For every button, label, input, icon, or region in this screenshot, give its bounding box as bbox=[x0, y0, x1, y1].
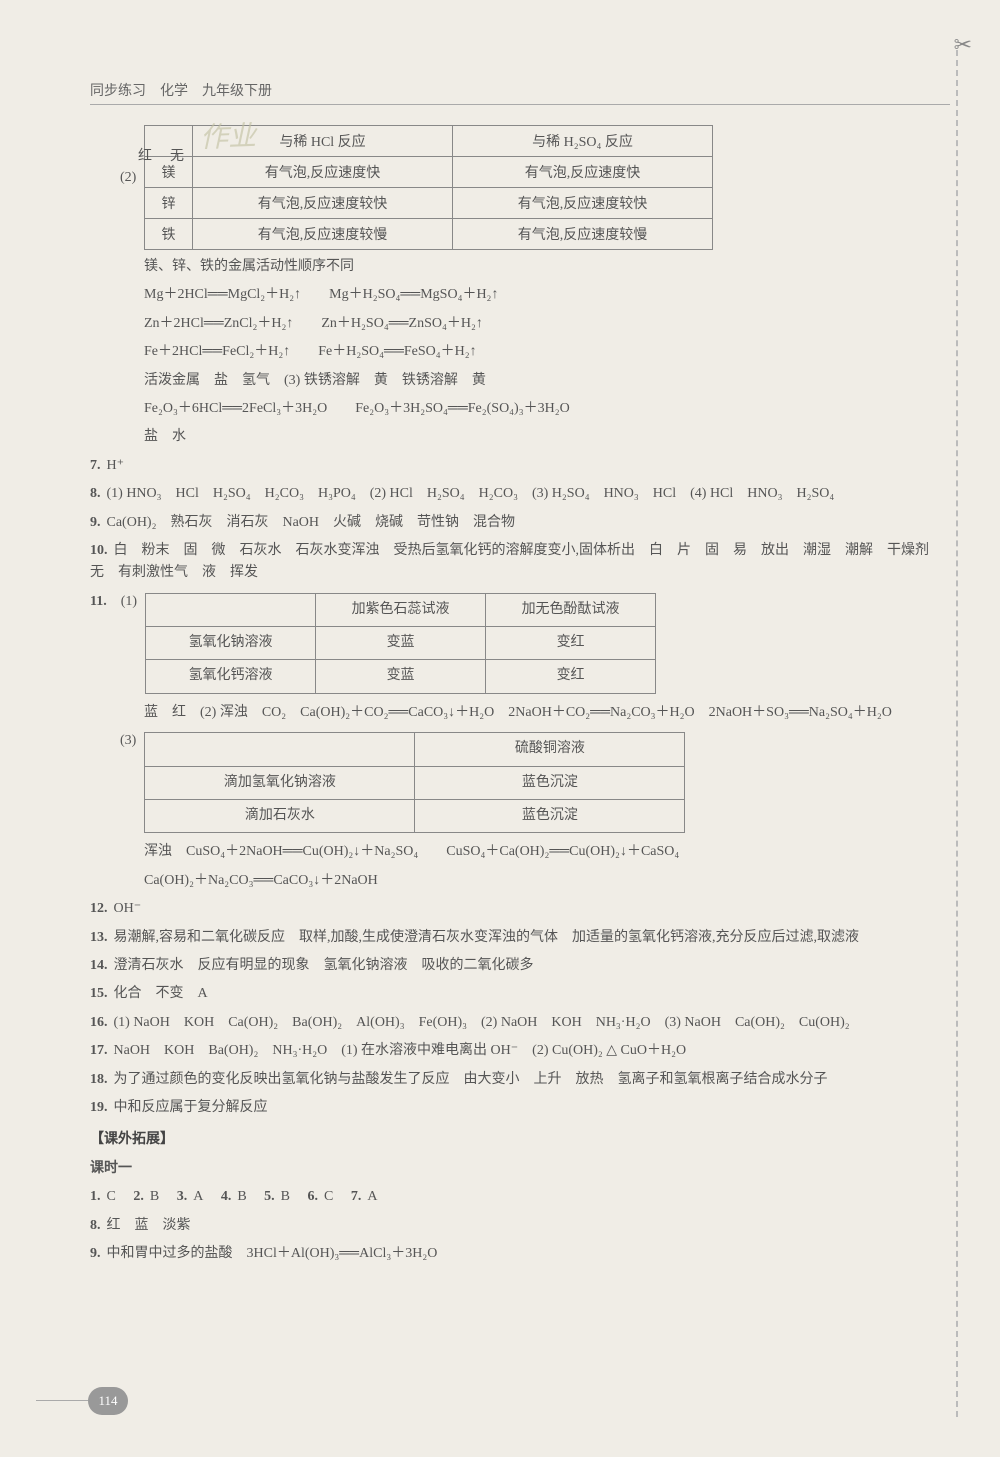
t2-caoh-1: 变蓝 bbox=[316, 660, 486, 693]
q16-answer: (1) NaOH KOH Ca(OH)₂ Ba(OH)₂ Al(OH)₃ Fe(… bbox=[114, 1015, 850, 1030]
eq8-answer: 红 蓝 淡紫 bbox=[107, 1218, 191, 1233]
q11-after: 蓝 红 (2) 浑浊 CO₂ Ca(OH)₂＋CO₂══CaCO₃↓＋H₂O 2… bbox=[90, 702, 950, 724]
row-zn-hcl: 有气泡,反应速度较快 bbox=[193, 188, 453, 219]
t3-naoh: 滴加氢氧化钠溶液 bbox=[145, 766, 415, 799]
t3-h-cuso4: 硫酸铜溶液 bbox=[415, 733, 685, 766]
q8-answer: (1) HNO₃ HCl H₂SO₄ H₂CO₃ H₃PO₄ (2) HCl H… bbox=[107, 486, 835, 501]
th-h2so4: 与稀 H₂SO₄ 反应 bbox=[453, 126, 713, 157]
q10-answer: 白 粉末 固 微 石灰水 石灰水变浑浊 受热后氢氧化钙的溶解度变小,固体析出 白… bbox=[90, 543, 943, 580]
t2-naoh: 氢氧化钠溶液 bbox=[146, 627, 316, 660]
q17-answer: NaOH KOH Ba(OH)₂ NH₃·H₂O (1) 在水溶液中难电离出 O… bbox=[114, 1043, 687, 1058]
eq-fe: Fe＋2HCl══FeCl₂＋H₂↑ Fe＋H₂SO₄══FeSO₄＋H₂↑ bbox=[90, 341, 950, 363]
eq-mg: Mg＋2HCl══MgCl₂＋H₂↑ Mg＋H₂SO₄══MgSO₄＋H₂↑ bbox=[90, 284, 950, 306]
qnum-15: 15. bbox=[90, 986, 108, 1001]
row-mg-h2so4: 有气泡,反应速度快 bbox=[453, 157, 713, 188]
qnum-17: 17. bbox=[90, 1043, 108, 1058]
qnum-11: 11. bbox=[90, 591, 107, 613]
t3-h-empty bbox=[145, 733, 415, 766]
t2-h-empty bbox=[146, 593, 316, 626]
t2-h-litmus: 加紫色石蕊试液 bbox=[316, 593, 486, 626]
text-rust: 活泼金属 盐 氢气 (3) 铁锈溶解 黄 铁锈溶解 黄 bbox=[90, 370, 950, 392]
q14-answer: 澄清石灰水 反应有明显的现象 氢氧化钠溶液 吸收的二氧化碳多 bbox=[114, 958, 534, 973]
q13-answer: 易潮解,容易和二氧化碳反应 取样,加酸,生成使澄清石灰水变浑浊的气体 加适量的氢… bbox=[114, 930, 860, 945]
q11-sub1: (1) bbox=[121, 591, 137, 613]
row-fe-label: 铁 bbox=[145, 219, 193, 250]
text-wu: 无 bbox=[170, 145, 184, 165]
eq9-answer: 中和胃中过多的盐酸 3HCl＋Al(OH)₃══AlCl₃＋3H₂O bbox=[107, 1246, 438, 1261]
q7-answer: H⁺ bbox=[107, 458, 125, 473]
qnum-16: 16. bbox=[90, 1015, 108, 1030]
t2-naoh-2: 变红 bbox=[486, 627, 656, 660]
qnum-e9: 9. bbox=[90, 1246, 101, 1261]
page-header: 同步练习 化学 九年级下册 bbox=[90, 80, 950, 105]
t3-naoh-r: 蓝色沉淀 bbox=[415, 766, 685, 799]
qnum-7: 7. bbox=[90, 458, 101, 473]
watermark: 作业 bbox=[199, 114, 256, 156]
cut-guideline bbox=[956, 50, 958, 1417]
q11-3-after: 浑浊 CuSO₄＋2NaOH══Cu(OH)₂↓＋Na₂SO₄ CuSO₄＋Ca… bbox=[90, 841, 950, 863]
eq-zn: Zn＋2HCl══ZnCl₂＋H₂↑ Zn＋H₂SO₄══ZnSO₄＋H₂↑ bbox=[90, 313, 950, 335]
t2-naoh-1: 变蓝 bbox=[316, 627, 486, 660]
q9-answer: Ca(OH)₂ 熟石灰 消石灰 NaOH 火碱 烧碱 苛性钠 混合物 bbox=[107, 515, 516, 530]
table-indicator: 加紫色石蕊试液 加无色酚酞试液 氢氧化钠溶液 变蓝 变红 氢氧化钙溶液 变蓝 变… bbox=[145, 593, 656, 694]
text-hong: 红 bbox=[138, 145, 152, 165]
text-activity-order: 镁、锌、铁的金属活动性顺序不同 bbox=[90, 256, 950, 278]
qnum-13: 13. bbox=[90, 930, 108, 945]
q19-answer: 中和反应属于复分解反应 bbox=[114, 1100, 268, 1115]
t3-lime: 滴加石灰水 bbox=[145, 800, 415, 833]
row-mg-hcl: 有气泡,反应速度快 bbox=[193, 157, 453, 188]
mc-answers: 1.C 2.B 3.A 4.B 5.B 6.C 7.A bbox=[90, 1186, 950, 1208]
q11-sub3: (3) bbox=[120, 730, 136, 752]
scissors-icon: ✂ bbox=[954, 32, 972, 58]
qnum-19: 19. bbox=[90, 1100, 108, 1115]
t2-h-phenol: 加无色酚酞试液 bbox=[486, 593, 656, 626]
qnum-8: 8. bbox=[90, 486, 101, 501]
qnum-18: 18. bbox=[90, 1072, 108, 1087]
row-zn-label: 锌 bbox=[145, 188, 193, 219]
page-number: 114 bbox=[88, 1387, 128, 1415]
text-salt-water: 盐 水 bbox=[90, 426, 950, 448]
eq-fe2o3: Fe₂O₃＋6HCl══2FeCl₃＋3H₂O Fe₂O₃＋3H₂SO₄══Fe… bbox=[90, 398, 950, 420]
sub-label-2: (2) bbox=[120, 170, 136, 186]
subsection-lesson1: 课时一 bbox=[90, 1158, 950, 1180]
row-fe-hcl: 有气泡,反应速度较慢 bbox=[193, 219, 453, 250]
row-zn-h2so4: 有气泡,反应速度较快 bbox=[453, 188, 713, 219]
section-extension: 【课外拓展】 bbox=[90, 1129, 950, 1151]
qnum-10: 10. bbox=[90, 543, 108, 558]
qnum-14: 14. bbox=[90, 958, 108, 973]
t2-caoh: 氢氧化钙溶液 bbox=[146, 660, 316, 693]
q18-answer: 为了通过颜色的变化反映出氢氧化钠与盐酸发生了反应 由大变小 上升 放热 氢离子和… bbox=[114, 1072, 828, 1087]
q11-3-after2: Ca(OH)₂＋Na₂CO₃══CaCO₃↓＋2NaOH bbox=[90, 870, 950, 892]
t3-lime-r: 蓝色沉淀 bbox=[415, 800, 685, 833]
row-fe-h2so4: 有气泡,反应速度较慢 bbox=[453, 219, 713, 250]
qnum-9: 9. bbox=[90, 515, 101, 530]
qnum-e8: 8. bbox=[90, 1218, 101, 1233]
t2-caoh-2: 变红 bbox=[486, 660, 656, 693]
q15-answer: 化合 不变 A bbox=[114, 986, 208, 1001]
q12-answer: OH⁻ bbox=[114, 901, 142, 916]
qnum-12: 12. bbox=[90, 901, 108, 916]
table-cuso4: 硫酸铜溶液 滴加氢氧化钠溶液 蓝色沉淀 滴加石灰水 蓝色沉淀 bbox=[144, 732, 685, 833]
